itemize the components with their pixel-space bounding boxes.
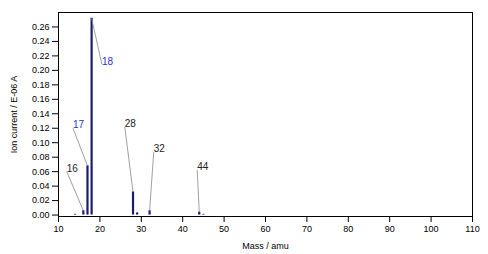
svg-text:0.20: 0.20 <box>32 65 50 75</box>
svg-text:0.18: 0.18 <box>32 80 50 90</box>
svg-text:0.12: 0.12 <box>32 123 50 133</box>
svg-text:40: 40 <box>178 224 188 234</box>
svg-text:0.14: 0.14 <box>32 109 50 119</box>
svg-text:0.00: 0.00 <box>32 210 50 220</box>
svg-text:50: 50 <box>219 224 229 234</box>
svg-text:0.08: 0.08 <box>32 152 50 162</box>
svg-text:100: 100 <box>424 224 439 234</box>
svg-text:30: 30 <box>136 224 146 234</box>
svg-text:0.22: 0.22 <box>32 51 50 61</box>
svg-text:28: 28 <box>125 118 137 129</box>
svg-text:60: 60 <box>260 224 270 234</box>
svg-text:16: 16 <box>67 163 79 174</box>
svg-text:Mass / amu: Mass / amu <box>242 241 289 251</box>
svg-text:0.26: 0.26 <box>32 22 50 32</box>
svg-text:18: 18 <box>102 56 114 67</box>
svg-text:0.02: 0.02 <box>32 195 50 205</box>
svg-text:70: 70 <box>302 224 312 234</box>
svg-text:0.16: 0.16 <box>32 94 50 104</box>
svg-text:110: 110 <box>465 224 479 234</box>
svg-text:0.04: 0.04 <box>32 181 50 191</box>
svg-text:17: 17 <box>73 119 85 130</box>
svg-text:32: 32 <box>154 143 166 154</box>
svg-text:44: 44 <box>197 161 209 172</box>
svg-text:20: 20 <box>95 224 105 234</box>
svg-text:10: 10 <box>53 224 63 234</box>
svg-text:90: 90 <box>385 224 395 234</box>
svg-text:Ion current / E-06 A: Ion current / E-06 A <box>9 76 19 154</box>
svg-text:80: 80 <box>343 224 353 234</box>
svg-text:0.10: 0.10 <box>32 138 50 148</box>
svg-text:0.06: 0.06 <box>32 167 50 177</box>
svg-text:0.24: 0.24 <box>32 36 50 46</box>
